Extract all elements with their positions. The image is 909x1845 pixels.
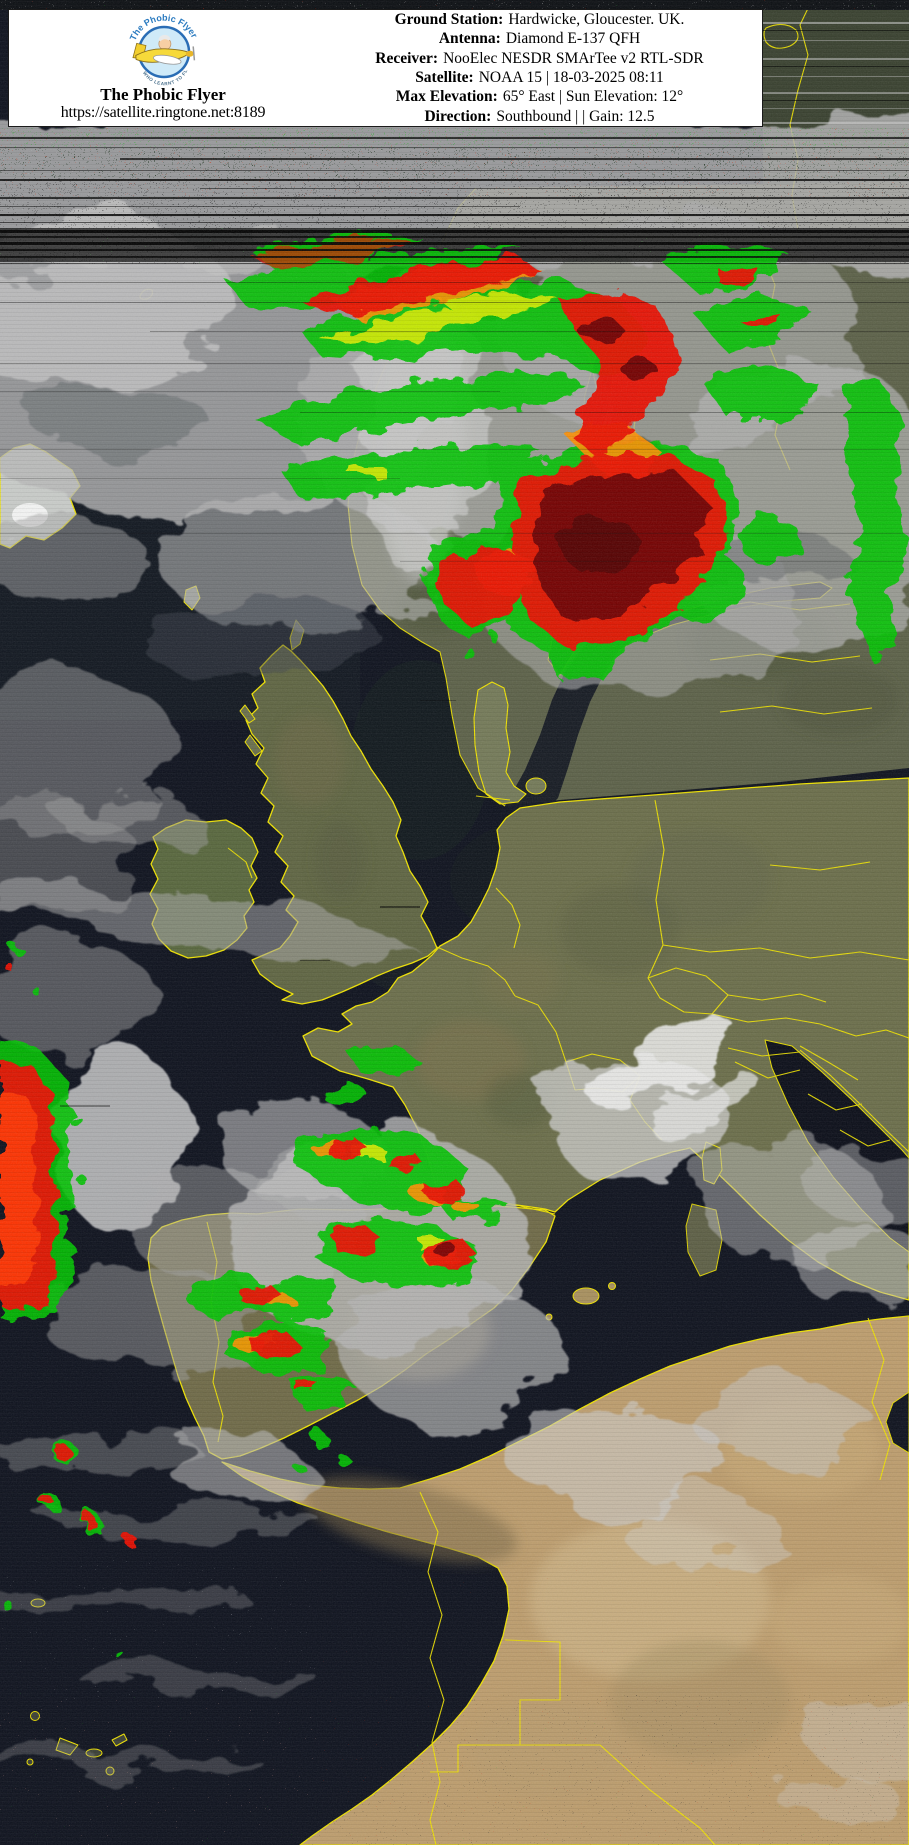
- logo-plane: [132, 34, 196, 65]
- phobic-flyer-logo: The Phobic Flyer WHO LEARNT TO FLY: [120, 11, 200, 86]
- field-max-elevation: Max Elevation: 65° East | Sun Elevation: …: [395, 88, 684, 106]
- field-receiver: Receiver: NooElec NESDR SMArTee v2 RTL-SD…: [375, 49, 704, 67]
- field-direction: Direction: Southbound | | Gain: 12.5: [424, 107, 655, 125]
- station-name: The Phobic Flyer: [100, 85, 226, 104]
- reception-details: Ground Station: Hardwicke, Gloucester. UK…: [317, 10, 762, 126]
- field-antenna: Antenna: Diamond E-137 QFH: [438, 30, 641, 48]
- station-url[interactable]: https://satellite.ringtone.net:8189: [60, 104, 266, 121]
- reception-info-panel: The Phobic Flyer WHO LEARNT TO FLY The P…: [8, 9, 763, 127]
- field-ground-station: Ground Station: Hardwicke, Gloucester. UK…: [394, 10, 685, 28]
- station-branding: The Phobic Flyer WHO LEARNT TO FLY The P…: [9, 10, 317, 126]
- field-satellite: Satellite: NOAA 15 | 18-03-2025 08:11: [415, 69, 664, 86]
